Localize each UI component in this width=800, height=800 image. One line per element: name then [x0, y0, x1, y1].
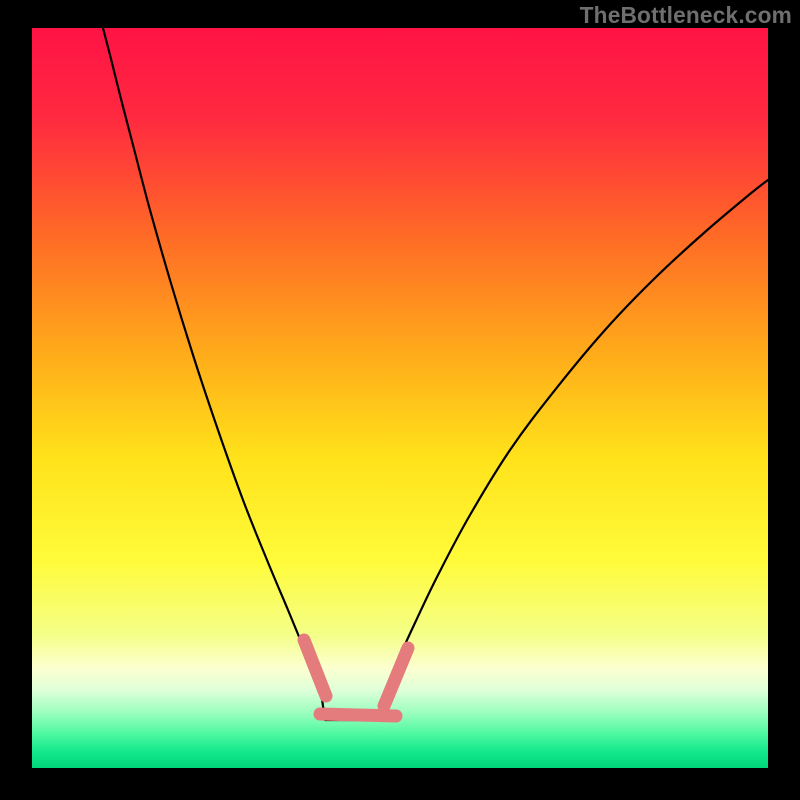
watermark-text: TheBottleneck.com	[580, 2, 792, 29]
optimal-mark	[320, 714, 396, 716]
chart-stage: TheBottleneck.com	[0, 0, 800, 800]
bottleneck-chart	[0, 0, 800, 800]
